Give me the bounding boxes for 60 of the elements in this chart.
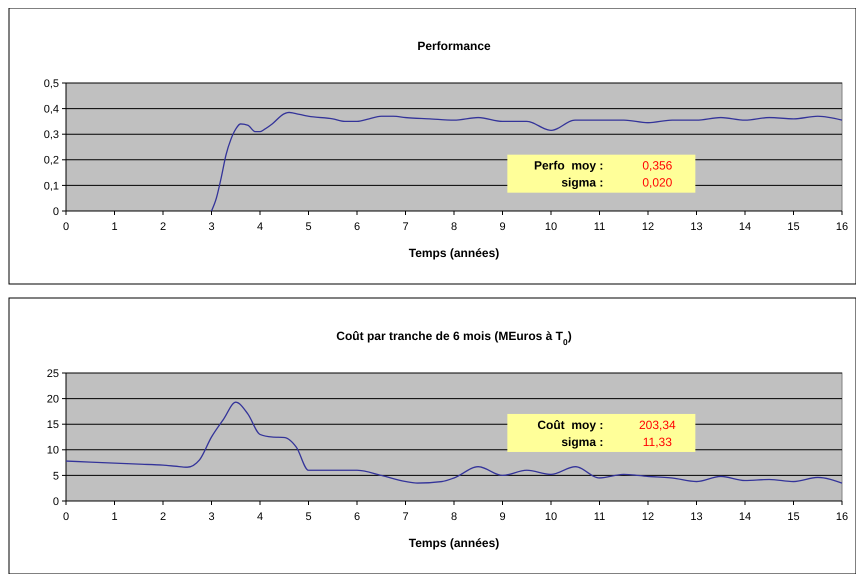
y-tick-label: 20 <box>46 393 59 406</box>
annotation: Coût moy : <box>537 418 604 432</box>
x-tick-label: 11 <box>594 511 606 523</box>
y-tick-label: 0,5 <box>44 78 59 90</box>
x-tick-label: 15 <box>787 511 800 523</box>
x-tick-label: 6 <box>354 511 360 523</box>
x-tick-label: 16 <box>836 221 848 233</box>
x-tick-label: 16 <box>836 511 848 523</box>
annotation: Perfo moy : <box>534 158 604 173</box>
y-tick-label: 0,2 <box>44 154 59 167</box>
annotation: sigma : <box>561 434 604 449</box>
x-tick-label: 12 <box>642 221 654 233</box>
x-tick-label: 3 <box>208 511 215 523</box>
annotation: 203,34 <box>639 418 676 432</box>
x-tick-label: 7 <box>402 221 409 233</box>
x-tick-label: 14 <box>738 221 752 233</box>
x-tick-label: 3 <box>208 221 215 233</box>
x-tick-label: 4 <box>256 221 264 233</box>
x-tick-label: 4 <box>256 511 264 523</box>
x-tick-label: 9 <box>499 511 506 523</box>
y-tick-label: 0,4 <box>44 103 59 116</box>
x-axis-title: Temps (années) <box>408 246 500 260</box>
x-tick-label: 6 <box>354 221 360 233</box>
x-tick-label: 14 <box>738 511 752 523</box>
x-tick-label: 1 <box>111 511 118 523</box>
annotation: sigma : <box>561 176 604 190</box>
x-tick-label: 7 <box>402 511 409 523</box>
x-tick-label: 5 <box>305 511 312 523</box>
x-tick-label: 10 <box>544 511 558 523</box>
x-tick-label: 0 <box>62 511 70 523</box>
y-tick-label: 5 <box>52 470 59 482</box>
x-tick-label: 15 <box>787 221 800 233</box>
y-tick-label: 0,1 <box>44 180 59 192</box>
line-series <box>65 402 843 484</box>
y-tick-label: 0 <box>52 496 59 508</box>
x-tick-label: 5 <box>305 221 312 233</box>
chart-title: Coût par tranche de 6 mois (MEuros à T$_{0}$) <box>336 329 572 347</box>
x-tick-label: 9 <box>499 221 506 233</box>
x-tick-label: 2 <box>160 221 166 233</box>
y-tick-label: 25 <box>46 368 59 380</box>
x-tick-label: 8 <box>450 221 458 233</box>
line-series <box>210 112 843 212</box>
chart-title: Performance <box>417 39 492 53</box>
annotation: 11,33 <box>642 434 672 449</box>
y-tick-label: 0,3 <box>44 129 59 142</box>
x-tick-label: 13 <box>690 221 703 233</box>
x-tick-label: 12 <box>642 511 654 523</box>
x-tick-label: 13 <box>690 511 703 523</box>
x-tick-label: 10 <box>544 221 558 233</box>
y-tick-label: 15 <box>46 419 59 432</box>
y-tick-label: 10 <box>46 444 59 457</box>
annotation: 0,020 <box>642 176 673 190</box>
x-tick-label: 2 <box>160 511 166 523</box>
x-tick-label: 11 <box>594 221 606 233</box>
x-axis-title: Temps (années) <box>408 536 500 550</box>
x-tick-label: 1 <box>111 221 118 233</box>
y-tick-label: 0 <box>52 206 59 218</box>
annotation: 0,356 <box>642 158 673 173</box>
x-tick-label: 8 <box>450 511 458 523</box>
x-tick-label: 0 <box>62 221 70 233</box>
